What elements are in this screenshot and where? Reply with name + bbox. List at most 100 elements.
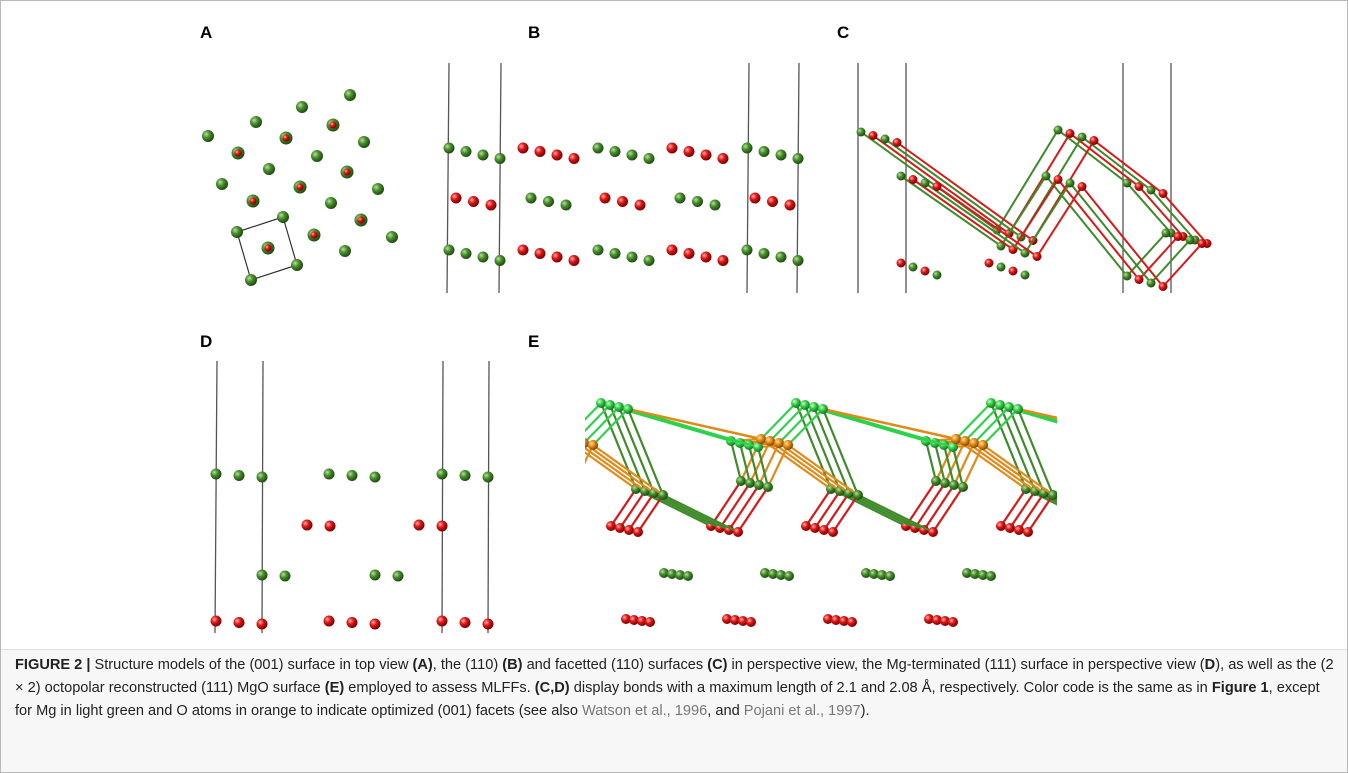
atom <box>958 482 968 492</box>
bond <box>611 489 636 526</box>
atom <box>1014 525 1024 535</box>
atom <box>1162 229 1171 238</box>
atom <box>960 436 970 446</box>
atom <box>1078 182 1087 191</box>
atom <box>540 438 550 448</box>
bond <box>424 407 584 443</box>
atom <box>277 211 289 223</box>
bond <box>833 495 858 532</box>
bond <box>620 491 645 528</box>
caption-segment: in perspective view, the Mg-terminated (… <box>727 657 1204 673</box>
atom <box>1144 480 1154 490</box>
atom <box>675 193 686 204</box>
atom <box>1054 175 1063 184</box>
atom <box>211 469 222 480</box>
atom <box>684 248 695 259</box>
atom <box>951 434 961 444</box>
atom <box>1134 440 1144 450</box>
atom <box>1090 136 1099 145</box>
atom <box>483 472 494 483</box>
bond <box>398 445 468 495</box>
atom <box>511 521 521 531</box>
citation-link[interactable]: Pojani et al., 1997 <box>744 703 861 719</box>
atom <box>401 398 411 408</box>
atom <box>291 259 303 271</box>
atom <box>776 150 787 161</box>
caption-text: FIGURE 2 | Structure models of the (001)… <box>15 654 1337 722</box>
bond <box>1119 485 1149 530</box>
atom <box>414 520 425 531</box>
atom <box>1123 527 1133 537</box>
atom <box>1105 523 1115 533</box>
atom <box>445 486 455 496</box>
atom <box>596 398 606 408</box>
caption-segment: D <box>1205 657 1216 673</box>
atom <box>234 470 245 481</box>
atom <box>325 197 337 209</box>
bond <box>823 409 953 447</box>
atom <box>1013 404 1023 414</box>
line <box>442 361 443 633</box>
atom <box>437 521 448 532</box>
atom <box>324 469 335 480</box>
bond <box>415 405 575 441</box>
atom <box>347 470 358 481</box>
atom <box>460 617 471 628</box>
atom <box>745 478 755 488</box>
atom <box>742 143 753 154</box>
caption-segment: display bonds with a maximum length of 2… <box>570 680 1212 696</box>
atom <box>627 252 638 263</box>
line <box>747 63 749 293</box>
atom <box>257 619 268 630</box>
atom <box>1155 436 1165 446</box>
atom <box>1173 440 1183 450</box>
bond <box>1139 445 1149 485</box>
atom <box>538 527 548 537</box>
bond <box>546 439 566 481</box>
bond <box>516 481 546 526</box>
atom <box>1048 490 1058 500</box>
atom <box>535 146 546 157</box>
atom <box>683 571 693 581</box>
atom <box>996 521 1006 531</box>
atom <box>605 400 615 410</box>
atom <box>701 252 712 263</box>
atom <box>518 245 529 256</box>
atom <box>617 196 628 207</box>
atom <box>1159 189 1168 198</box>
atom <box>202 130 214 142</box>
atom <box>791 398 801 408</box>
bond <box>815 491 840 528</box>
atom <box>783 440 793 450</box>
atom <box>1033 252 1042 261</box>
atom <box>645 617 655 627</box>
atom <box>384 438 394 448</box>
caption-segment: (A) <box>412 657 432 673</box>
atom <box>257 472 268 483</box>
atom <box>437 469 448 480</box>
atom <box>1123 272 1132 281</box>
atom <box>1114 525 1124 535</box>
atom <box>461 146 472 157</box>
atom <box>1174 232 1183 241</box>
bond <box>1130 443 1140 483</box>
atom <box>375 436 385 446</box>
bond <box>1131 439 1151 481</box>
bond <box>555 441 575 483</box>
bond <box>563 447 573 487</box>
line <box>283 217 297 265</box>
atom <box>754 480 764 490</box>
atom <box>644 153 655 164</box>
bond <box>824 493 849 530</box>
atom <box>593 245 604 256</box>
atom <box>561 434 571 444</box>
atom <box>684 146 695 157</box>
atom <box>561 434 571 444</box>
atom <box>357 216 364 223</box>
atom <box>234 617 245 628</box>
caption-segment: (B) <box>502 657 522 673</box>
atom <box>949 480 959 490</box>
atom <box>495 255 506 266</box>
citation-link[interactable]: Watson et al., 1996 <box>582 703 707 719</box>
atom <box>1009 267 1018 276</box>
